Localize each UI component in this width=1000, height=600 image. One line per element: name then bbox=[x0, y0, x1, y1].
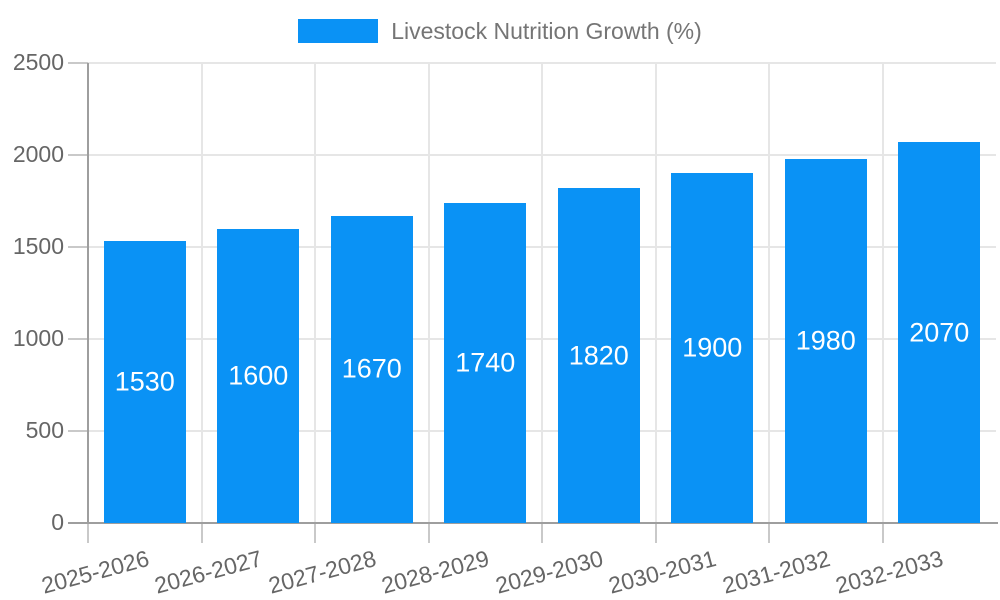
y-axis-tick bbox=[68, 62, 88, 64]
y-axis-tick bbox=[68, 246, 88, 248]
bar[interactable] bbox=[558, 188, 640, 523]
v-gridline bbox=[427, 63, 430, 523]
v-gridline bbox=[314, 63, 316, 523]
x-axis-label: 2028-2029 bbox=[378, 545, 492, 599]
y-axis-label: 2000 bbox=[12, 141, 64, 167]
x-axis-label: 2030-2031 bbox=[605, 545, 719, 599]
x-axis-tick bbox=[541, 523, 543, 543]
x-axis-label: 2027-2028 bbox=[265, 545, 379, 599]
x-axis-line bbox=[68, 522, 998, 524]
x-axis-tick bbox=[768, 523, 770, 543]
x-axis-label: 2031-2032 bbox=[719, 545, 833, 599]
y-axis-label: 0 bbox=[51, 509, 64, 535]
x-axis-tick bbox=[200, 523, 203, 543]
x-axis-tick bbox=[881, 523, 884, 543]
bar[interactable] bbox=[785, 158, 867, 523]
x-axis-tick bbox=[427, 523, 430, 543]
legend-swatch-icon bbox=[298, 19, 379, 43]
bar-value-label: 2070 bbox=[909, 317, 970, 348]
x-axis-label: 2029-2030 bbox=[492, 545, 606, 599]
x-axis-label: 2026-2027 bbox=[151, 545, 265, 599]
bar-value-label: 1600 bbox=[228, 360, 289, 391]
chart-legend: Livestock Nutrition Growth (%) bbox=[0, 17, 1000, 45]
bar[interactable] bbox=[104, 241, 186, 523]
v-gridline bbox=[654, 63, 657, 523]
bar[interactable] bbox=[217, 228, 299, 523]
x-axis-tick bbox=[314, 523, 316, 543]
v-gridline bbox=[881, 63, 884, 523]
y-axis-label: 500 bbox=[25, 417, 64, 443]
y-axis-tick bbox=[68, 154, 88, 156]
y-axis-tick bbox=[68, 338, 88, 340]
x-axis-label: 2032-2033 bbox=[832, 545, 946, 599]
bar-value-label: 1530 bbox=[114, 366, 175, 397]
v-gridline bbox=[541, 63, 543, 523]
y-axis-tick bbox=[68, 430, 88, 432]
bar-value-label: 1670 bbox=[341, 353, 402, 384]
y-axis-label: 1000 bbox=[12, 325, 64, 351]
v-gridline bbox=[200, 63, 203, 523]
x-axis-tick bbox=[654, 523, 657, 543]
legend-label: Livestock Nutrition Growth (%) bbox=[391, 17, 702, 44]
x-axis-label: 2025-2026 bbox=[38, 545, 152, 599]
bar-value-label: 1900 bbox=[682, 332, 743, 363]
bar[interactable] bbox=[671, 173, 753, 523]
bar[interactable] bbox=[444, 202, 526, 523]
y-axis-line bbox=[87, 63, 89, 523]
bar-value-label: 1820 bbox=[568, 340, 629, 371]
y-axis-label: 2500 bbox=[12, 49, 64, 75]
bar-value-label: 1740 bbox=[455, 347, 516, 378]
x-axis-tick bbox=[87, 523, 89, 543]
y-axis-label: 1500 bbox=[12, 233, 64, 259]
bar-value-label: 1980 bbox=[795, 325, 856, 356]
bar[interactable] bbox=[898, 142, 980, 523]
v-gridline bbox=[768, 63, 770, 523]
bar[interactable] bbox=[331, 215, 413, 523]
